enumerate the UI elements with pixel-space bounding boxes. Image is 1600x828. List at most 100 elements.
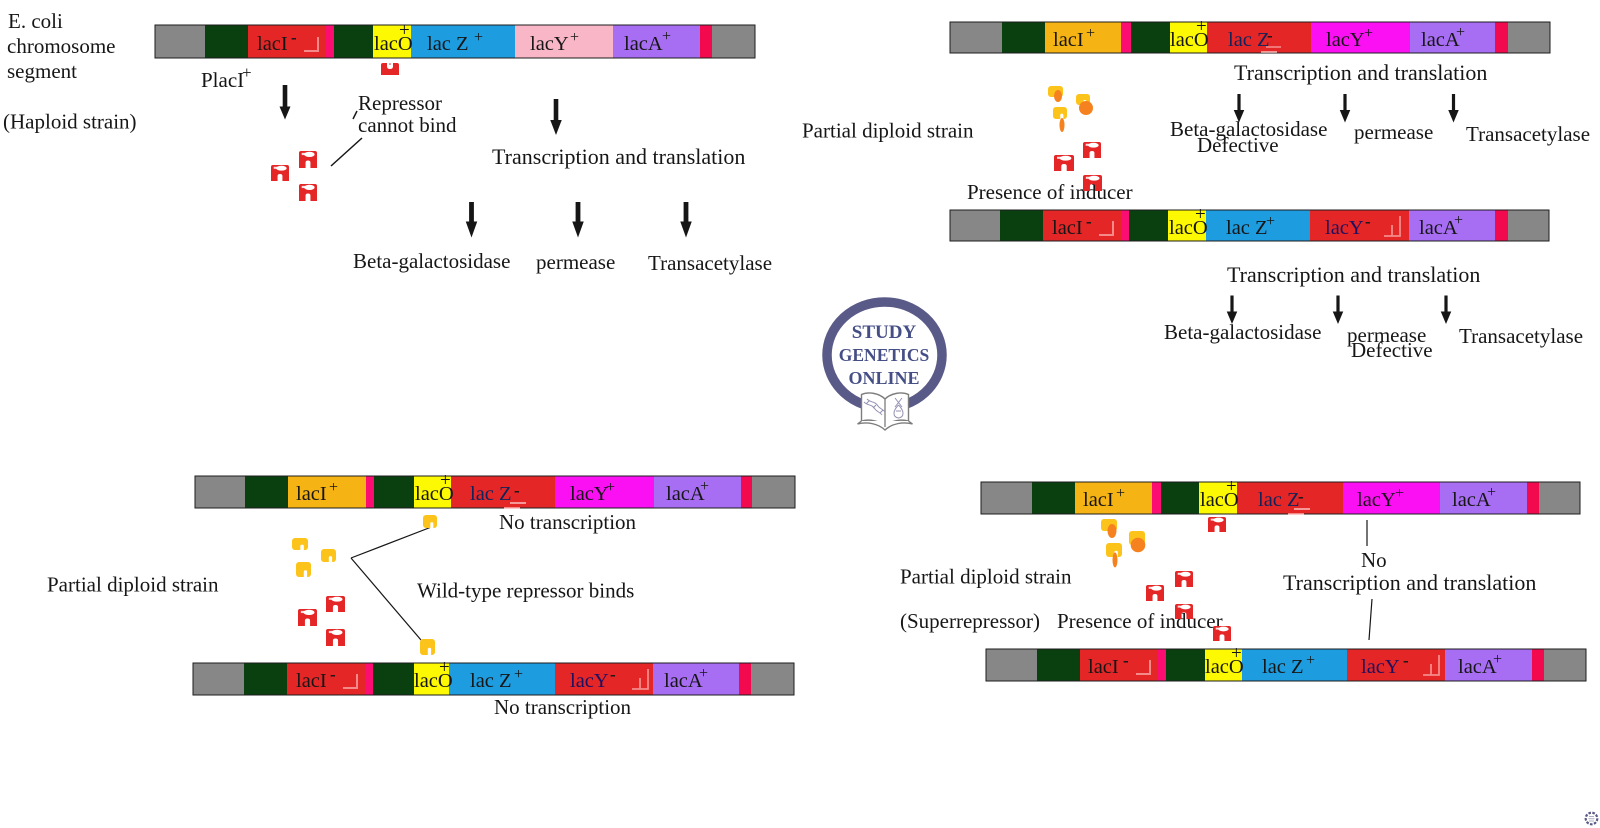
svg-text:lacO: lacO (414, 670, 453, 692)
svg-text:+: + (439, 657, 450, 678)
svg-text:Repressor: Repressor (358, 91, 442, 115)
svg-text:chromosome: chromosome (7, 34, 115, 58)
svg-text:(Haploid strain): (Haploid strain) (3, 110, 137, 134)
svg-text:+: + (1306, 652, 1315, 669)
svg-text:lacO: lacO (1205, 656, 1244, 678)
svg-text:lacO: lacO (374, 33, 413, 55)
svg-text:cannot bind: cannot bind (358, 113, 457, 137)
svg-text:+: + (570, 29, 579, 46)
svg-text:lac Z: lac Z (470, 670, 512, 692)
svg-text:-: - (1298, 487, 1304, 506)
svg-text:lacO: lacO (1200, 489, 1239, 511)
svg-text:+: + (606, 479, 615, 496)
svg-text:lac Z: lac Z (427, 33, 469, 55)
svg-text:lac Z: lac Z (470, 483, 512, 505)
svg-text:+: + (1086, 25, 1095, 42)
svg-text:lac Z: lac Z (1262, 656, 1304, 678)
svg-text:+: + (1116, 485, 1125, 502)
svg-text:STUDY: STUDY (852, 322, 917, 343)
svg-text:Beta-galactosidase: Beta-galactosidase (1170, 117, 1327, 141)
svg-text:-: - (1267, 26, 1273, 45)
svg-text:Transacetylase: Transacetylase (648, 251, 772, 275)
svg-text:GENETICS: GENETICS (839, 345, 929, 365)
svg-text:lacY: lacY (1325, 217, 1364, 239)
svg-text:lacI: lacI (296, 483, 327, 505)
svg-text:Partial diploid strain: Partial diploid strain (47, 573, 219, 597)
svg-text:+: + (1454, 212, 1463, 229)
svg-text:lacI: lacI (1088, 656, 1119, 678)
svg-text:lac Z: lac Z (1226, 217, 1268, 239)
svg-text:Wild-type repressor binds: Wild-type repressor binds (417, 579, 634, 603)
svg-text:Transacetylase: Transacetylase (1466, 122, 1590, 146)
svg-text:ONLINE: ONLINE (848, 368, 919, 388)
svg-text:lacI: lacI (296, 670, 327, 692)
svg-text:-: - (291, 28, 297, 47)
svg-text:lacA: lacA (1452, 489, 1491, 511)
svg-text:+: + (700, 478, 709, 495)
svg-text:Beta-galactosidase: Beta-galactosidase (353, 249, 510, 273)
svg-text:permease: permease (1347, 323, 1426, 347)
svg-text:-: - (610, 665, 616, 684)
svg-text:lacI: lacI (257, 33, 288, 55)
svg-text:+: + (1266, 213, 1275, 230)
svg-text:Defective: Defective (1197, 133, 1279, 157)
svg-text:+: + (514, 666, 523, 683)
svg-text:Transcription and translation: Transcription and translation (1234, 60, 1487, 85)
svg-text:+: + (399, 20, 410, 41)
svg-text:lacA: lacA (666, 483, 705, 505)
svg-text:-: - (330, 665, 336, 684)
svg-text:+: + (1196, 16, 1207, 37)
svg-text:Presence of inducer: Presence of inducer (967, 180, 1133, 204)
svg-text:Transcription and translation: Transcription and translation (1227, 262, 1480, 287)
svg-text:lacA: lacA (664, 670, 703, 692)
svg-text:lac Z: lac Z (1228, 29, 1270, 51)
svg-text:lacI: lacI (1083, 489, 1114, 511)
svg-text:-: - (1365, 212, 1371, 231)
svg-text:-: - (514, 481, 520, 500)
svg-text:(Superrepressor): (Superrepressor) (900, 609, 1040, 633)
svg-text:+: + (1493, 651, 1502, 668)
svg-text:+: + (1364, 25, 1373, 42)
svg-text:+: + (1226, 476, 1237, 497)
svg-text:+: + (329, 479, 338, 496)
svg-text:-: - (1086, 212, 1092, 231)
svg-text:lacY: lacY (1326, 29, 1365, 51)
svg-text:lac Z: lac Z (1258, 489, 1300, 511)
svg-text:+: + (662, 28, 671, 45)
svg-text:lacO: lacO (1169, 217, 1208, 239)
svg-text:lacI: lacI (1053, 29, 1084, 51)
svg-text:lacA: lacA (624, 33, 663, 55)
svg-text:No: No (1361, 548, 1387, 572)
svg-text:lacY: lacY (1361, 656, 1400, 678)
svg-text:lacO: lacO (1170, 29, 1209, 51)
svg-text:Transacetylase: Transacetylase (1459, 324, 1583, 348)
svg-text:No transcription: No transcription (499, 510, 637, 534)
svg-text:+: + (1456, 24, 1465, 41)
svg-text:-: - (1123, 651, 1129, 670)
svg-text:+: + (1487, 484, 1496, 501)
svg-text:lacY: lacY (530, 33, 569, 55)
svg-text:Beta-galactosidase: Beta-galactosidase (1164, 320, 1321, 344)
svg-text:lacO: lacO (415, 483, 454, 505)
svg-text:permease: permease (536, 250, 615, 274)
svg-text:E. coli: E. coli (8, 9, 63, 33)
svg-text:Transcription and translation: Transcription and translation (492, 144, 745, 169)
svg-text:No transcription: No transcription (494, 695, 632, 719)
svg-text:permease: permease (1354, 120, 1433, 144)
svg-text:lacY: lacY (1357, 489, 1396, 511)
svg-text:+: + (1195, 204, 1206, 225)
svg-text:+: + (1231, 643, 1242, 664)
svg-text:Partial diploid strain: Partial diploid strain (900, 565, 1072, 589)
svg-text:Transcription and translation: Transcription and translation (1283, 570, 1536, 595)
svg-text:-: - (1403, 651, 1409, 670)
svg-text:lacA: lacA (1458, 656, 1497, 678)
svg-text:Presence of inducer: Presence of inducer (1057, 609, 1223, 633)
svg-text:+: + (242, 63, 252, 82)
svg-text:Defective: Defective (1351, 338, 1433, 362)
svg-text:+: + (474, 29, 483, 46)
svg-text:+: + (440, 470, 451, 491)
svg-text:lacA: lacA (1419, 217, 1458, 239)
svg-text:lacY: lacY (570, 670, 609, 692)
svg-text:+: + (1395, 485, 1404, 502)
svg-text:lacI: lacI (1052, 217, 1083, 239)
